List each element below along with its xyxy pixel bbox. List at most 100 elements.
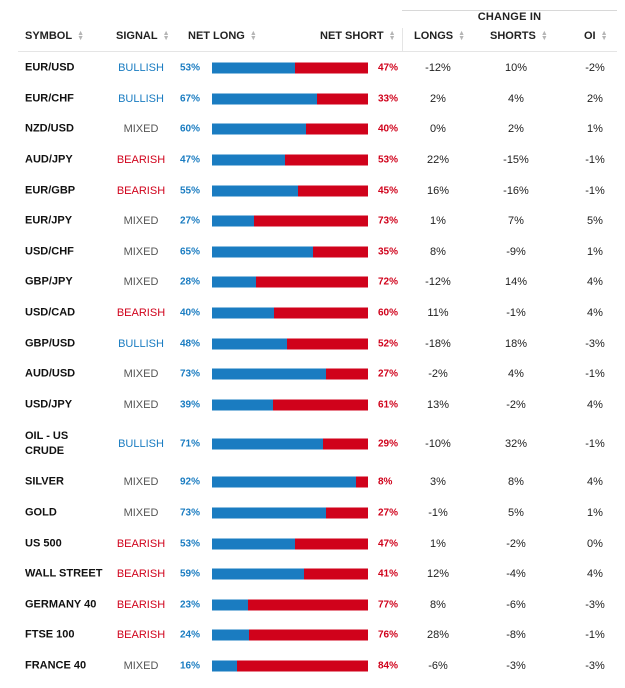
net-short-fill — [247, 599, 368, 611]
row-signal: BEARISH — [116, 537, 166, 550]
col-header-net-long-label: NET LONG — [188, 30, 245, 42]
net-long-fill — [212, 629, 250, 641]
table-row[interactable]: FRANCE 40 MIXED 16% 84% -6% -3% -3% — [0, 651, 625, 682]
row-symbol[interactable]: FRANCE 40 — [25, 659, 87, 672]
row-change-oi: -1% — [585, 368, 605, 381]
sort-icon[interactable]: ▲ ▼ — [458, 30, 466, 42]
row-net-long: 28% — [180, 276, 201, 288]
sentiment-bar — [212, 438, 368, 450]
row-signal: MIXED — [123, 123, 159, 136]
table-row[interactable]: WALL STREET BEARISH 59% 41% 12% -4% 4% — [0, 559, 625, 590]
row-symbol[interactable]: SILVER — [25, 475, 64, 488]
table-row[interactable]: OIL - US CRUDE BULLISH 71% 29% -10% 32% -1% — [0, 420, 625, 467]
change-in-title: CHANGE IN — [477, 11, 542, 23]
table-row[interactable]: EUR/GBP BEARISH 55% 45% 16% -16% -1% — [0, 175, 625, 206]
row-change-oi: 4% — [587, 476, 603, 489]
table-row[interactable]: USD/CHF MIXED 65% 35% 8% -9% 1% — [0, 237, 625, 268]
row-symbol[interactable]: EUR/USD — [25, 61, 75, 74]
col-header-net-short: NET SHORT ▲ ▼ — [320, 30, 396, 42]
sentiment-bar — [212, 215, 368, 227]
net-long-fill — [212, 185, 298, 197]
row-change-shorts: 18% — [504, 337, 528, 350]
row-symbol[interactable]: EUR/CHF — [25, 92, 74, 105]
net-short-fill — [322, 438, 368, 450]
row-change-shorts: 4% — [508, 92, 524, 105]
table-row[interactable]: GBP/JPY MIXED 28% 72% -12% 14% 4% — [0, 267, 625, 298]
table-row[interactable]: EUR/CHF BULLISH 67% 33% 2% 4% 2% — [0, 84, 625, 115]
table-row[interactable]: EUR/USD BULLISH 53% 47% -12% 10% -2% — [0, 53, 625, 84]
row-symbol[interactable]: AUD/USD — [25, 367, 76, 380]
row-change-oi: -3% — [585, 598, 605, 611]
sort-icon[interactable]: ▲ ▼ — [249, 30, 257, 42]
net-long-fill — [212, 215, 255, 227]
sort-icon[interactable]: ▲ ▼ — [77, 30, 84, 42]
net-short-fill — [285, 154, 368, 166]
sentiment-bar — [212, 62, 368, 74]
net-short-fill — [305, 123, 368, 135]
row-net-short: 27% — [378, 368, 399, 380]
row-symbol[interactable]: GBP/JPY — [25, 275, 73, 288]
table-row[interactable]: NZD/USD MIXED 60% 40% 0% 2% 1% — [0, 114, 625, 145]
row-symbol[interactable]: USD/CAD — [25, 306, 76, 319]
table-row[interactable]: GOLD MIXED 73% 27% -1% 5% 1% — [0, 498, 625, 529]
row-signal: BULLISH — [118, 62, 164, 75]
row-symbol[interactable]: US 500 — [25, 537, 62, 550]
row-symbol[interactable]: EUR/JPY — [25, 214, 73, 227]
table-row[interactable]: FTSE 100 BEARISH 24% 76% 28% -8% -1% — [0, 620, 625, 651]
sentiment-bar — [212, 307, 368, 319]
row-change-oi: 1% — [587, 245, 603, 258]
sentiment-bar — [212, 660, 368, 672]
row-symbol[interactable]: OIL - US CRUDE — [25, 429, 69, 457]
row-net-short: 35% — [378, 246, 399, 258]
net-long-fill — [212, 307, 275, 319]
net-short-fill — [286, 338, 368, 350]
row-symbol[interactable]: FTSE 100 — [25, 628, 75, 641]
row-change-oi: 4% — [587, 568, 603, 581]
col-header-symbol: SYMBOL ▲ ▼ — [25, 30, 84, 42]
net-short-fill — [249, 629, 368, 641]
row-change-shorts: -2% — [506, 398, 526, 411]
row-net-short: 73% — [378, 215, 399, 227]
net-long-fill — [212, 438, 323, 450]
table-row[interactable]: AUD/USD MIXED 73% 27% -2% 4% -1% — [0, 359, 625, 390]
table-row[interactable]: US 500 BEARISH 53% 47% 1% -2% 0% — [0, 528, 625, 559]
row-symbol[interactable]: NZD/USD — [25, 122, 74, 135]
row-symbol[interactable]: USD/CHF — [25, 245, 74, 258]
row-net-short: 53% — [378, 154, 399, 166]
sort-icon[interactable]: ▲ ▼ — [600, 30, 608, 42]
row-symbol[interactable]: WALL STREET — [25, 567, 103, 580]
row-change-longs: -6% — [428, 659, 448, 672]
col-header-signal: SIGNAL ▲ ▼ — [116, 30, 170, 42]
row-symbol[interactable]: AUD/JPY — [25, 153, 73, 166]
row-net-short: 29% — [378, 438, 399, 450]
table-row[interactable]: SILVER MIXED 92% 8% 3% 8% 4% — [0, 467, 625, 498]
row-change-shorts: -2% — [506, 537, 526, 550]
table-row[interactable]: USD/JPY MIXED 39% 61% 13% -2% 4% — [0, 390, 625, 421]
row-symbol[interactable]: GBP/USD — [25, 337, 76, 350]
sentiment-bar — [212, 476, 368, 488]
row-signal: MIXED — [123, 398, 159, 411]
row-symbol[interactable]: USD/JPY — [25, 398, 73, 411]
row-change-longs: 16% — [426, 184, 450, 197]
sort-icon[interactable]: ▲ ▼ — [162, 30, 170, 42]
row-net-long: 59% — [180, 568, 201, 580]
row-net-long: 71% — [180, 438, 201, 450]
col-header-signal-label: SIGNAL — [116, 30, 158, 42]
row-net-long: 92% — [180, 476, 201, 488]
row-symbol[interactable]: GOLD — [25, 506, 57, 519]
sentiment-bar — [212, 507, 368, 519]
row-net-long: 60% — [180, 123, 201, 135]
row-change-shorts: 2% — [508, 123, 524, 136]
table-row[interactable]: GBP/USD BULLISH 48% 52% -18% 18% -3% — [0, 328, 625, 359]
table-row[interactable]: GERMANY 40 BEARISH 23% 77% 8% -6% -3% — [0, 590, 625, 621]
row-symbol[interactable]: EUR/GBP — [25, 184, 76, 197]
sort-icon[interactable]: ▲ ▼ — [388, 30, 396, 42]
row-change-longs: 28% — [426, 629, 450, 642]
sort-icon[interactable]: ▲ ▼ — [540, 30, 548, 42]
table-row[interactable]: USD/CAD BEARISH 40% 60% 11% -1% 4% — [0, 298, 625, 329]
table-row[interactable]: AUD/JPY BEARISH 47% 53% 22% -15% -1% — [0, 145, 625, 176]
row-change-oi: 4% — [587, 398, 603, 411]
table-row[interactable]: EUR/JPY MIXED 27% 73% 1% 7% 5% — [0, 206, 625, 237]
row-symbol[interactable]: GERMANY 40 — [25, 598, 97, 611]
